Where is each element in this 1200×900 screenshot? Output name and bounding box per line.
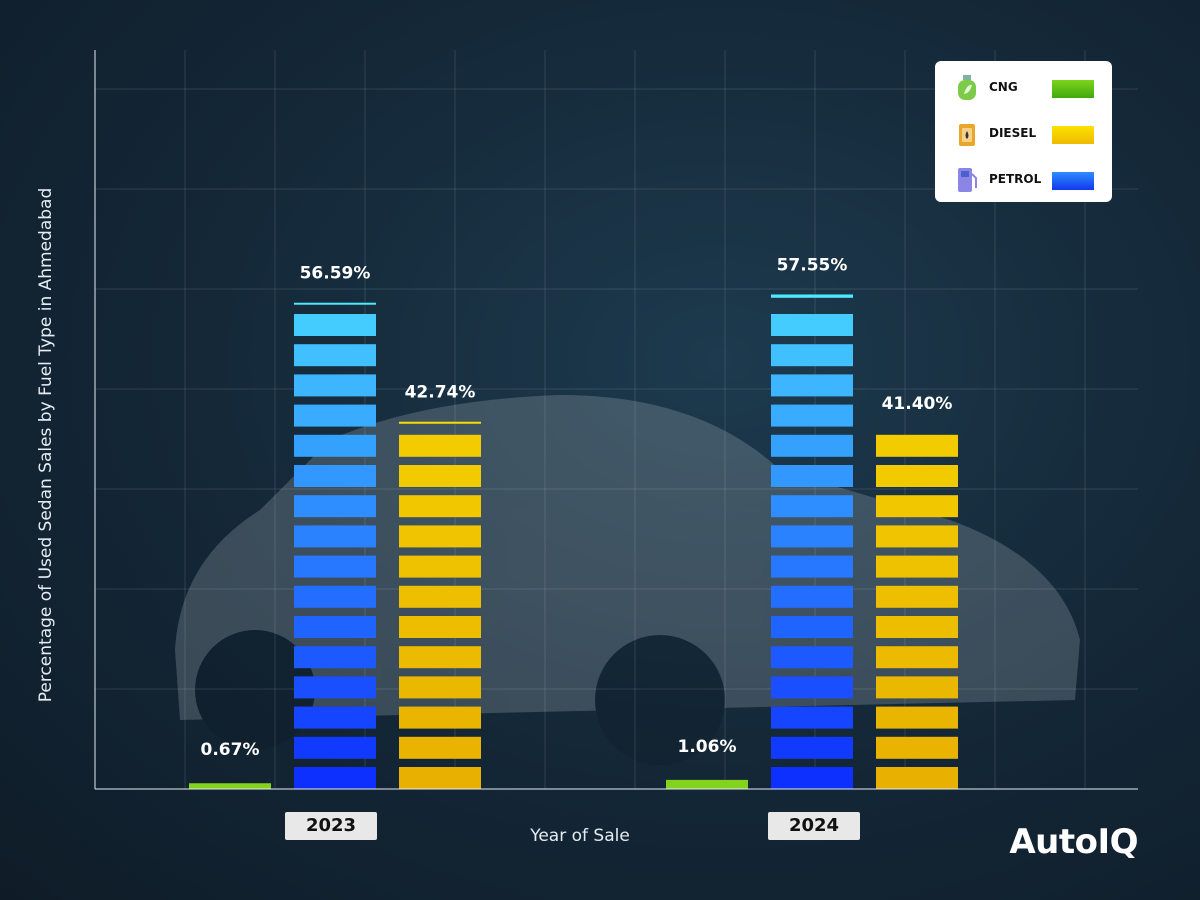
bar-segment-petrol-2023: [294, 555, 376, 578]
bar-segment-diesel-2024: [876, 676, 958, 699]
bar-segment-petrol-2023: [294, 314, 376, 336]
bar-segment-petrol-2024: [771, 706, 853, 729]
data-label-cng-2023: 0.67%: [201, 740, 260, 760]
bar-segment-petrol-2024: [771, 465, 853, 487]
bar-segment-petrol-2024: [771, 585, 853, 608]
data-label-cng-2024: 1.06%: [678, 737, 737, 757]
bar-segment-diesel-2024: [876, 767, 958, 789]
bar-segment-petrol-2023: [294, 706, 376, 729]
bar-segment-petrol-2023: [294, 767, 376, 789]
x-axis-label: Year of Sale: [530, 826, 630, 846]
gas-cylinder-icon: [958, 75, 976, 100]
bar-segment-diesel-2023: [399, 767, 481, 789]
bar-segment-petrol-2024: [771, 404, 853, 427]
legend-swatch: [1052, 126, 1094, 144]
legend-label: PETROL: [989, 172, 1042, 186]
bar-segment-petrol-2023: [294, 434, 376, 457]
bar-segment-diesel-2024: [876, 585, 958, 608]
x-tick-2023: 2023: [285, 812, 377, 840]
bar-segment-petrol-2023: [294, 676, 376, 699]
bar-segment-petrol-2024: [771, 646, 853, 669]
bar-segment-diesel-2023: [399, 676, 481, 699]
bar-segment-diesel-2023: [399, 585, 481, 608]
legend-item-cng: CNG: [935, 72, 1112, 102]
bar-segment-diesel-2024: [876, 525, 958, 548]
bar-segment-diesel-2023: [399, 736, 481, 759]
bar-segment-petrol-2023: [294, 616, 376, 638]
bar-segment-petrol-2024: [771, 616, 853, 638]
legend: CNG DIESEL PETROL: [935, 61, 1112, 202]
bar-segment-petrol-2023: [294, 585, 376, 608]
bar-segment-petrol-2023: [294, 302, 376, 305]
bar-segment-diesel-2024: [876, 495, 958, 518]
bar-segment-diesel-2023: [399, 434, 481, 457]
bar-segment-petrol-2023: [294, 495, 376, 518]
bar-segment-diesel-2024: [876, 465, 958, 487]
bar-segment-petrol-2024: [771, 676, 853, 699]
bar-segment-diesel-2023: [399, 646, 481, 669]
jerry-can-icon: [959, 124, 975, 146]
bar-cng-2023: [189, 783, 271, 789]
bar-segment-petrol-2024: [771, 736, 853, 759]
bar-segment-petrol-2024: [771, 767, 853, 789]
brand-logo: AutoIQ: [1009, 822, 1138, 862]
fuel-pump-icon: [958, 168, 977, 192]
bar-segment-diesel-2023: [399, 555, 481, 578]
bar-segment-petrol-2024: [771, 434, 853, 457]
x-tick-2024: 2024: [768, 812, 860, 840]
legend-item-diesel: DIESEL: [935, 118, 1112, 148]
legend-item-petrol: PETROL: [935, 164, 1112, 194]
bar-segment-petrol-2024: [771, 374, 853, 397]
bar-segment-petrol-2023: [294, 404, 376, 427]
data-label-petrol-2024: 57.55%: [777, 255, 848, 275]
bar-segment-petrol-2023: [294, 374, 376, 397]
bar-segment-petrol-2024: [771, 314, 853, 336]
y-axis-label: Percentage of Used Sedan Sales by Fuel T…: [36, 187, 56, 703]
bar-segment-petrol-2023: [294, 344, 376, 367]
bar-segment-petrol-2023: [294, 646, 376, 669]
bar-segment-petrol-2024: [771, 294, 853, 298]
legend-swatch: [1052, 80, 1094, 98]
bar-segment-petrol-2024: [771, 555, 853, 578]
bar-segment-diesel-2023: [399, 706, 481, 729]
data-label-diesel-2023: 42.74%: [405, 383, 476, 403]
bar-cng-2024: [666, 779, 748, 789]
legend-label: CNG: [989, 80, 1018, 94]
bar-segment-diesel-2024: [876, 434, 958, 457]
data-label-diesel-2024: 41.40%: [882, 394, 953, 414]
legend-swatch: [1052, 172, 1094, 190]
bar-segment-diesel-2024: [876, 736, 958, 759]
bar-segment-diesel-2024: [876, 616, 958, 638]
bar-segment-petrol-2024: [771, 525, 853, 548]
bar-segment-petrol-2023: [294, 525, 376, 548]
bar-segment-petrol-2024: [771, 495, 853, 518]
bar-segment-diesel-2023: [399, 421, 481, 424]
bar-segment-diesel-2023: [399, 465, 481, 487]
bar-segment-diesel-2023: [399, 495, 481, 518]
bar-segment-diesel-2024: [876, 646, 958, 669]
bar-segment-petrol-2024: [771, 344, 853, 367]
bar-segment-petrol-2023: [294, 736, 376, 759]
bar-segment-petrol-2023: [294, 465, 376, 487]
bar-segment-diesel-2024: [876, 555, 958, 578]
bar-segment-diesel-2024: [876, 706, 958, 729]
bar-segment-diesel-2023: [399, 616, 481, 638]
data-label-petrol-2023: 56.59%: [300, 264, 371, 284]
bar-segment-diesel-2023: [399, 525, 481, 548]
legend-label: DIESEL: [989, 126, 1037, 140]
